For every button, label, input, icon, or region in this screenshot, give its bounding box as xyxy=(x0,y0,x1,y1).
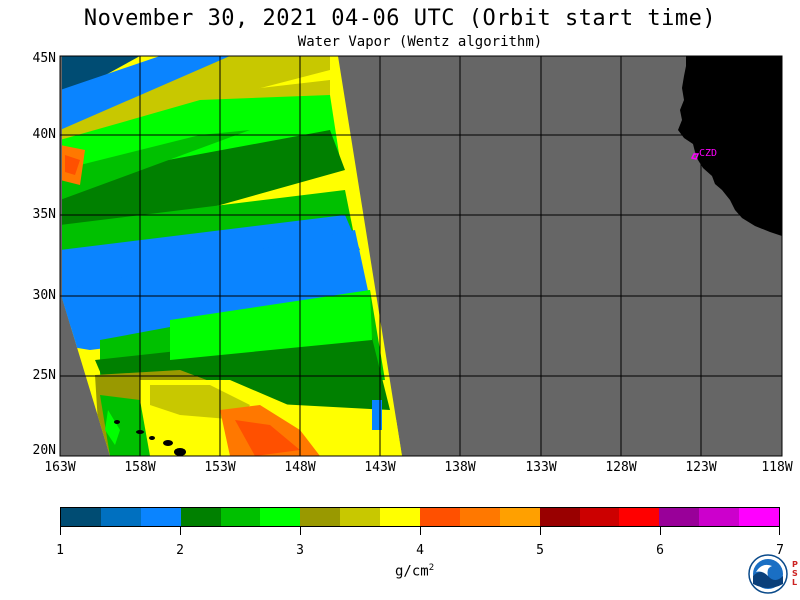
lon-label-133w: 133W xyxy=(525,460,557,475)
colorbar-swatch xyxy=(61,508,101,526)
lat-label-20n: 20N xyxy=(32,443,56,458)
colorbar-label-1: 1 xyxy=(56,543,64,558)
lon-label-163w: 163W xyxy=(44,460,76,475)
lat-label-30n: 30N xyxy=(32,288,56,303)
colorbar-tick xyxy=(420,527,421,535)
colorbar-swatch xyxy=(739,508,780,526)
colorbar-unit: g/cm2 xyxy=(395,563,435,580)
colorbar-tick xyxy=(540,527,541,535)
page-subtitle: Water Vapor (Wentz algorithm) xyxy=(297,34,543,50)
colorbar-tick xyxy=(60,527,61,535)
lon-label-143w: 143W xyxy=(364,460,396,475)
colorbar-swatch xyxy=(220,508,261,526)
colorbar-tick xyxy=(660,527,661,535)
station-label: CZD xyxy=(699,148,717,159)
lon-label-138w: 138W xyxy=(444,460,476,475)
colorbar-label-5: 5 xyxy=(536,543,544,558)
colorbar-swatch xyxy=(459,508,500,526)
colorbar-label-7: 7 xyxy=(776,543,784,558)
satellite-swath xyxy=(62,56,402,456)
lat-label-45n: 45N xyxy=(32,51,56,66)
map-frame xyxy=(59,55,783,457)
lat-label-40n: 40N xyxy=(32,127,56,142)
colorbar-swatch xyxy=(260,508,301,526)
graticule xyxy=(60,56,782,456)
lon-label-148w: 148W xyxy=(284,460,316,475)
page-title: November 30, 2021 04-06 UTC (Orbit start… xyxy=(83,6,717,31)
colorbar-swatch xyxy=(340,508,381,526)
colorbar-swatch xyxy=(619,508,660,526)
north-america-land xyxy=(678,56,782,236)
colorbar-swatch xyxy=(699,508,740,526)
lat-label-35n: 35N xyxy=(32,207,56,222)
lon-label-153w: 153W xyxy=(204,460,236,475)
colorbar-label-6: 6 xyxy=(656,543,664,558)
lon-label-123w: 123W xyxy=(685,460,717,475)
colorbar-label-3: 3 xyxy=(296,543,304,558)
lat-label-25n: 25N xyxy=(32,368,56,383)
colorbar-tick xyxy=(180,527,181,535)
station-marker xyxy=(690,153,700,160)
colorbar-tick xyxy=(779,527,780,535)
colorbar-swatch xyxy=(300,508,341,526)
colorbar-swatch xyxy=(420,508,460,526)
noaa-logo xyxy=(748,554,788,594)
colorbar-swatch xyxy=(499,508,540,526)
lon-label-158w: 158W xyxy=(124,460,156,475)
lon-label-118w: 118W xyxy=(761,460,793,475)
colorbar xyxy=(60,507,780,527)
colorbar-label-2: 2 xyxy=(176,543,184,558)
colorbar-swatch xyxy=(180,508,221,526)
colorbar-swatch xyxy=(539,508,580,526)
hawaii-islands xyxy=(114,420,186,456)
lon-label-128w: 128W xyxy=(605,460,637,475)
colorbar-swatch xyxy=(380,508,421,526)
colorbar-swatch xyxy=(100,508,141,526)
colorbar-tick xyxy=(300,527,301,535)
colorbar-swatch xyxy=(579,508,620,526)
water-vapor-map: CZD xyxy=(59,55,783,457)
colorbar-swatch xyxy=(659,508,700,526)
colorbar-label-4: 4 xyxy=(416,543,424,558)
colorbar-swatch xyxy=(140,508,181,526)
